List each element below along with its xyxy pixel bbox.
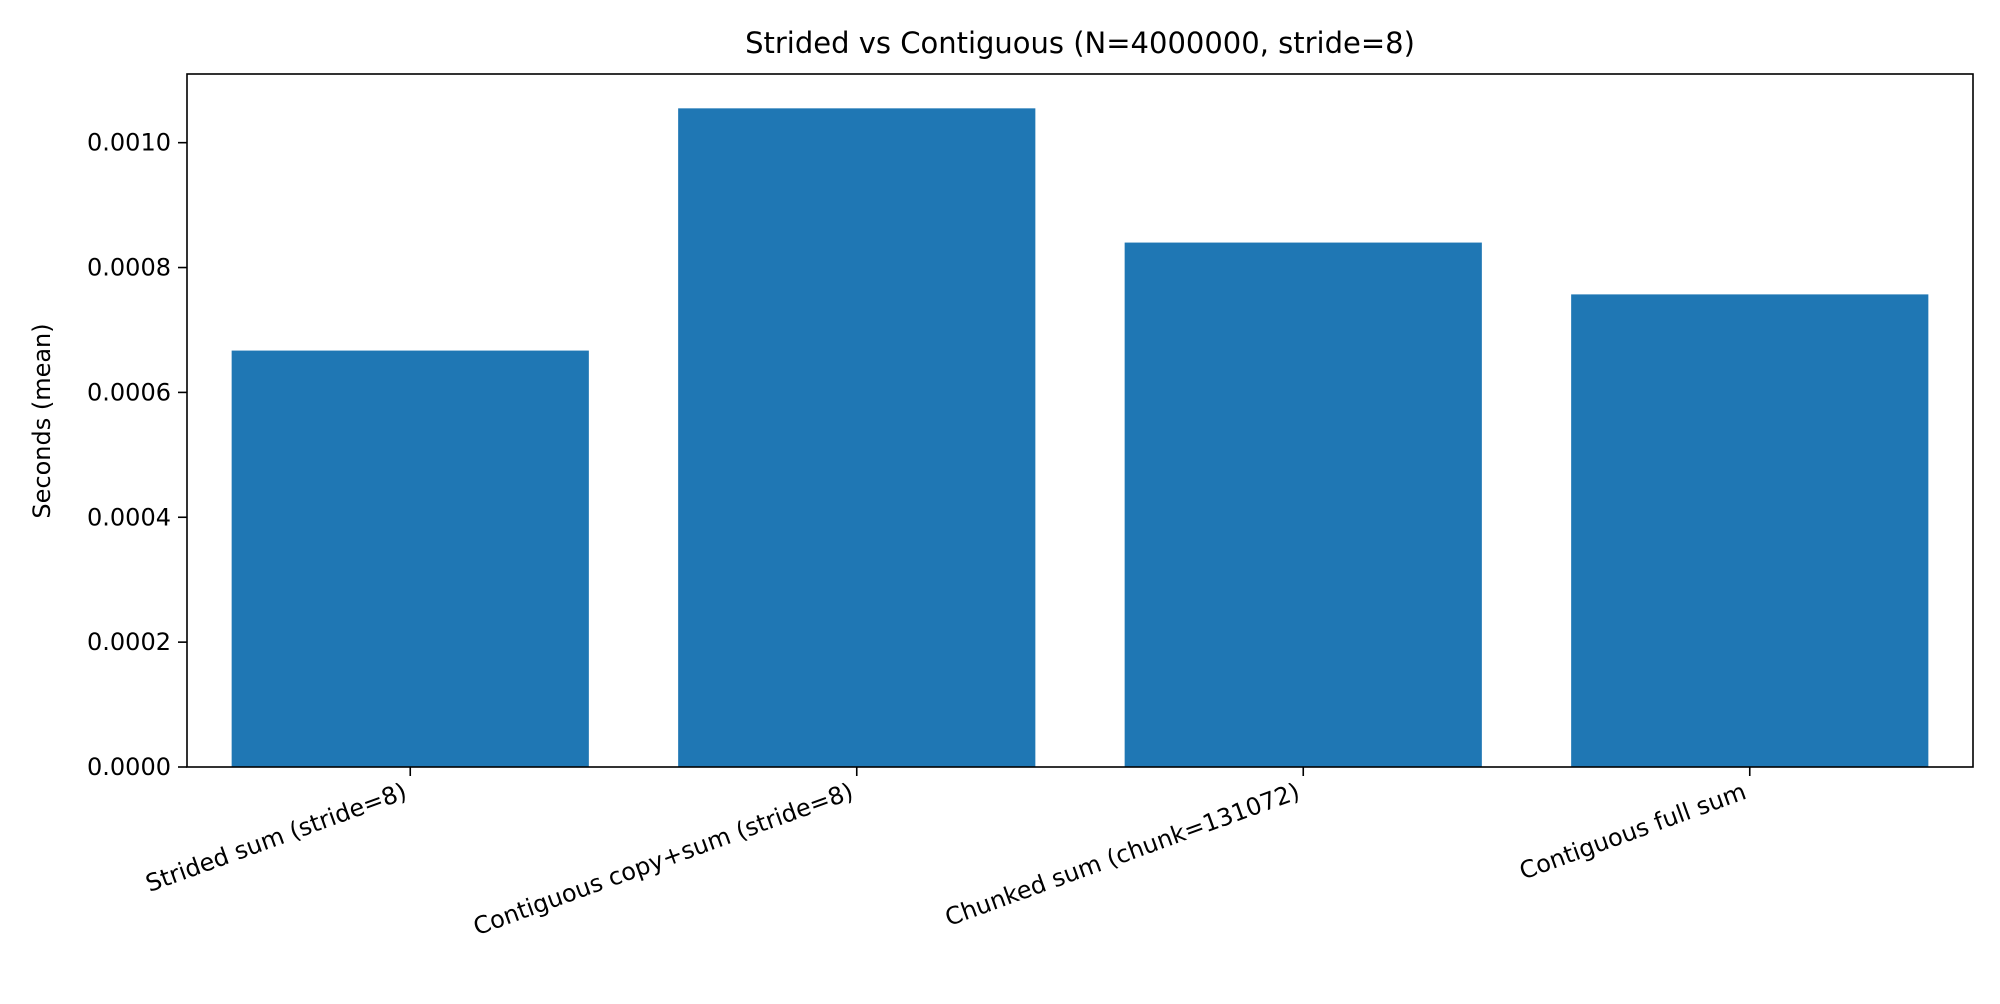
x-axis-ticks: Strided sum (stride=8) Contiguous copy+su…	[142, 767, 1751, 941]
y-tick-label: 0.0004	[87, 503, 171, 531]
y-tick-label: 0.0000	[87, 753, 171, 781]
chart-title: Strided vs Contiguous (N=4000000, stride…	[745, 26, 1415, 60]
x-tick-label: Chunked sum (chunk=131072)	[941, 777, 1303, 932]
bar-2	[678, 108, 1036, 768]
y-tick-label: 0.0010	[87, 129, 171, 157]
y-tick-label: 0.0006	[87, 378, 171, 406]
bars-layer	[231, 108, 1929, 768]
x-tick-label: Strided sum (stride=8)	[142, 777, 410, 897]
y-axis-label: Seconds (mean)	[28, 323, 56, 518]
y-tick-label: 0.0002	[87, 628, 171, 656]
bar-3	[1124, 242, 1482, 767]
y-axis-ticks: 0.0000 0.0002 0.0004 0.0006 0.0008 0.0010	[87, 129, 187, 781]
bar-1	[231, 350, 589, 767]
plot-area-frame	[186, 73, 1974, 768]
y-tick-label: 0.0008	[87, 254, 171, 282]
x-tick-label: Contiguous copy+sum (stride=8)	[470, 777, 857, 941]
x-tick-label: Contiguous full sum	[1516, 777, 1750, 885]
bar-4	[1571, 294, 1929, 767]
